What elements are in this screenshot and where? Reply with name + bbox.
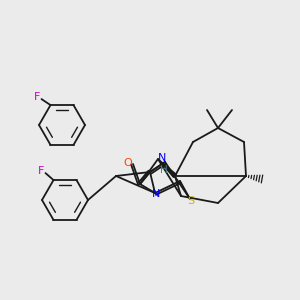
Text: N: N [158, 153, 166, 163]
Text: F: F [34, 92, 41, 102]
Text: F: F [38, 166, 45, 176]
Text: O: O [124, 158, 132, 168]
Polygon shape [158, 159, 176, 177]
Text: H: H [160, 165, 168, 175]
Text: N: N [152, 189, 160, 199]
Text: S: S [188, 196, 195, 206]
